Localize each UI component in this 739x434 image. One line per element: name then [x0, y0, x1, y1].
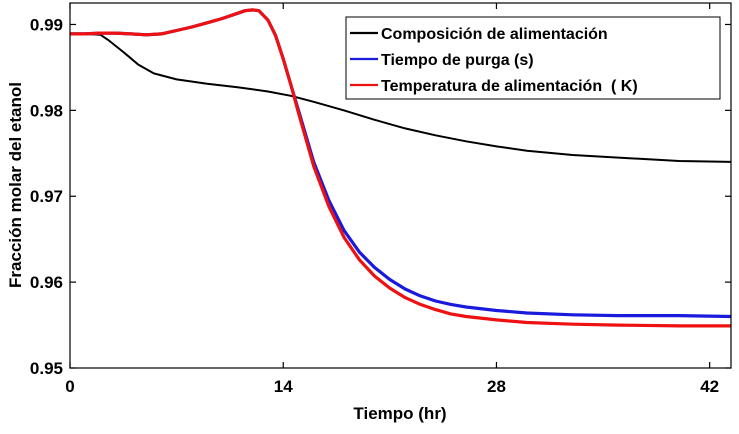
series-line-1 — [70, 32, 731, 163]
y-tick-label: 0.95 — [30, 359, 63, 378]
legend-label-temperatura: Temperatura de alimentación ( K) — [381, 78, 638, 95]
legend-box — [345, 16, 721, 100]
y-tick-label: 0.96 — [30, 273, 63, 292]
y-tick-label: 0.97 — [30, 187, 63, 206]
y-tick-label: 0.99 — [30, 15, 63, 34]
legend: Composición de alimentación Tiempo de pu… — [345, 16, 721, 100]
x-tick-label: 28 — [487, 377, 506, 396]
x-tick-label: 0 — [65, 377, 74, 396]
legend-label-composicion: Composición de alimentación — [381, 26, 608, 43]
axes-box — [69, 2, 732, 369]
y-tick-label: 0.98 — [30, 101, 63, 120]
legend-label-tiempo-purga: Tiempo de purga (s) — [381, 52, 534, 69]
x-tick-label: 42 — [700, 377, 719, 396]
y-axis-label: Fracción molar del etanol — [6, 82, 25, 288]
ticks-layer: 0 14 28 42 0.95 0.96 0.97 0.98 0.99 — [30, 3, 731, 396]
axes-layer — [69, 2, 732, 369]
x-axis-label: Tiempo (hr) — [353, 404, 446, 423]
series-layer — [70, 8, 731, 328]
x-tick-label: 14 — [274, 377, 293, 396]
series-line-3 — [70, 8, 731, 328]
